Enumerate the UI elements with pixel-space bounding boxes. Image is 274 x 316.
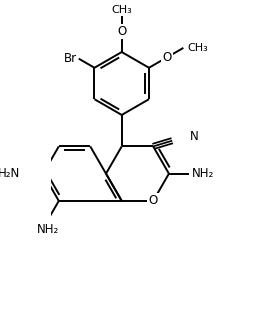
Text: N: N bbox=[190, 130, 199, 143]
Text: CH₃: CH₃ bbox=[111, 5, 132, 15]
Text: NH₂: NH₂ bbox=[192, 167, 214, 180]
Text: Br: Br bbox=[64, 52, 77, 65]
Text: H₂N: H₂N bbox=[0, 167, 20, 180]
Text: O: O bbox=[162, 51, 172, 64]
Text: O: O bbox=[149, 194, 158, 207]
Text: CH₃: CH₃ bbox=[187, 43, 208, 53]
Text: O: O bbox=[117, 25, 126, 38]
Text: NH₂: NH₂ bbox=[37, 223, 59, 236]
